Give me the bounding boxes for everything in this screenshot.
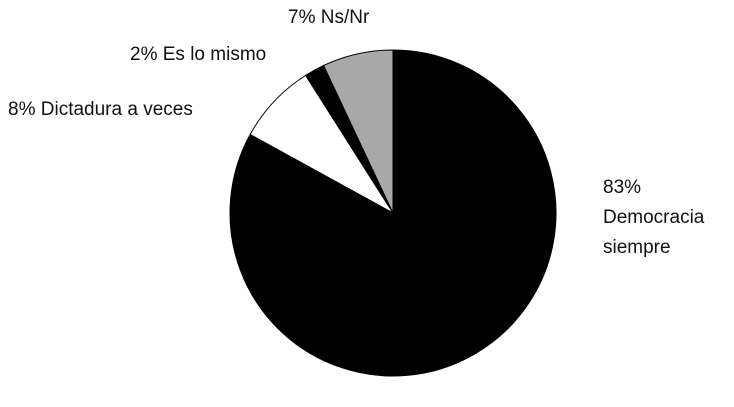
slice-value-label: 2% bbox=[130, 44, 158, 65]
slice-value-label: 7% bbox=[288, 7, 316, 28]
slice-value-label: 8% bbox=[8, 99, 36, 120]
slice-label: 7% Ns/Nr bbox=[288, 3, 369, 33]
slice-category-label: Ns/Nr bbox=[320, 7, 370, 28]
slice-category-label: Democracia siempre bbox=[603, 207, 705, 258]
slice-label: 2% Es lo mismo bbox=[130, 40, 266, 70]
slice-category-label: Dictadura a veces bbox=[40, 99, 193, 120]
slice-label: 8% Dictadura a veces bbox=[8, 95, 193, 125]
pie-slice bbox=[322, 49, 394, 214]
slice-value-label: 83% bbox=[603, 177, 642, 198]
slice-label: 83% Democracia siempre bbox=[603, 173, 705, 263]
slice-category-label: Es lo mismo bbox=[162, 44, 267, 65]
